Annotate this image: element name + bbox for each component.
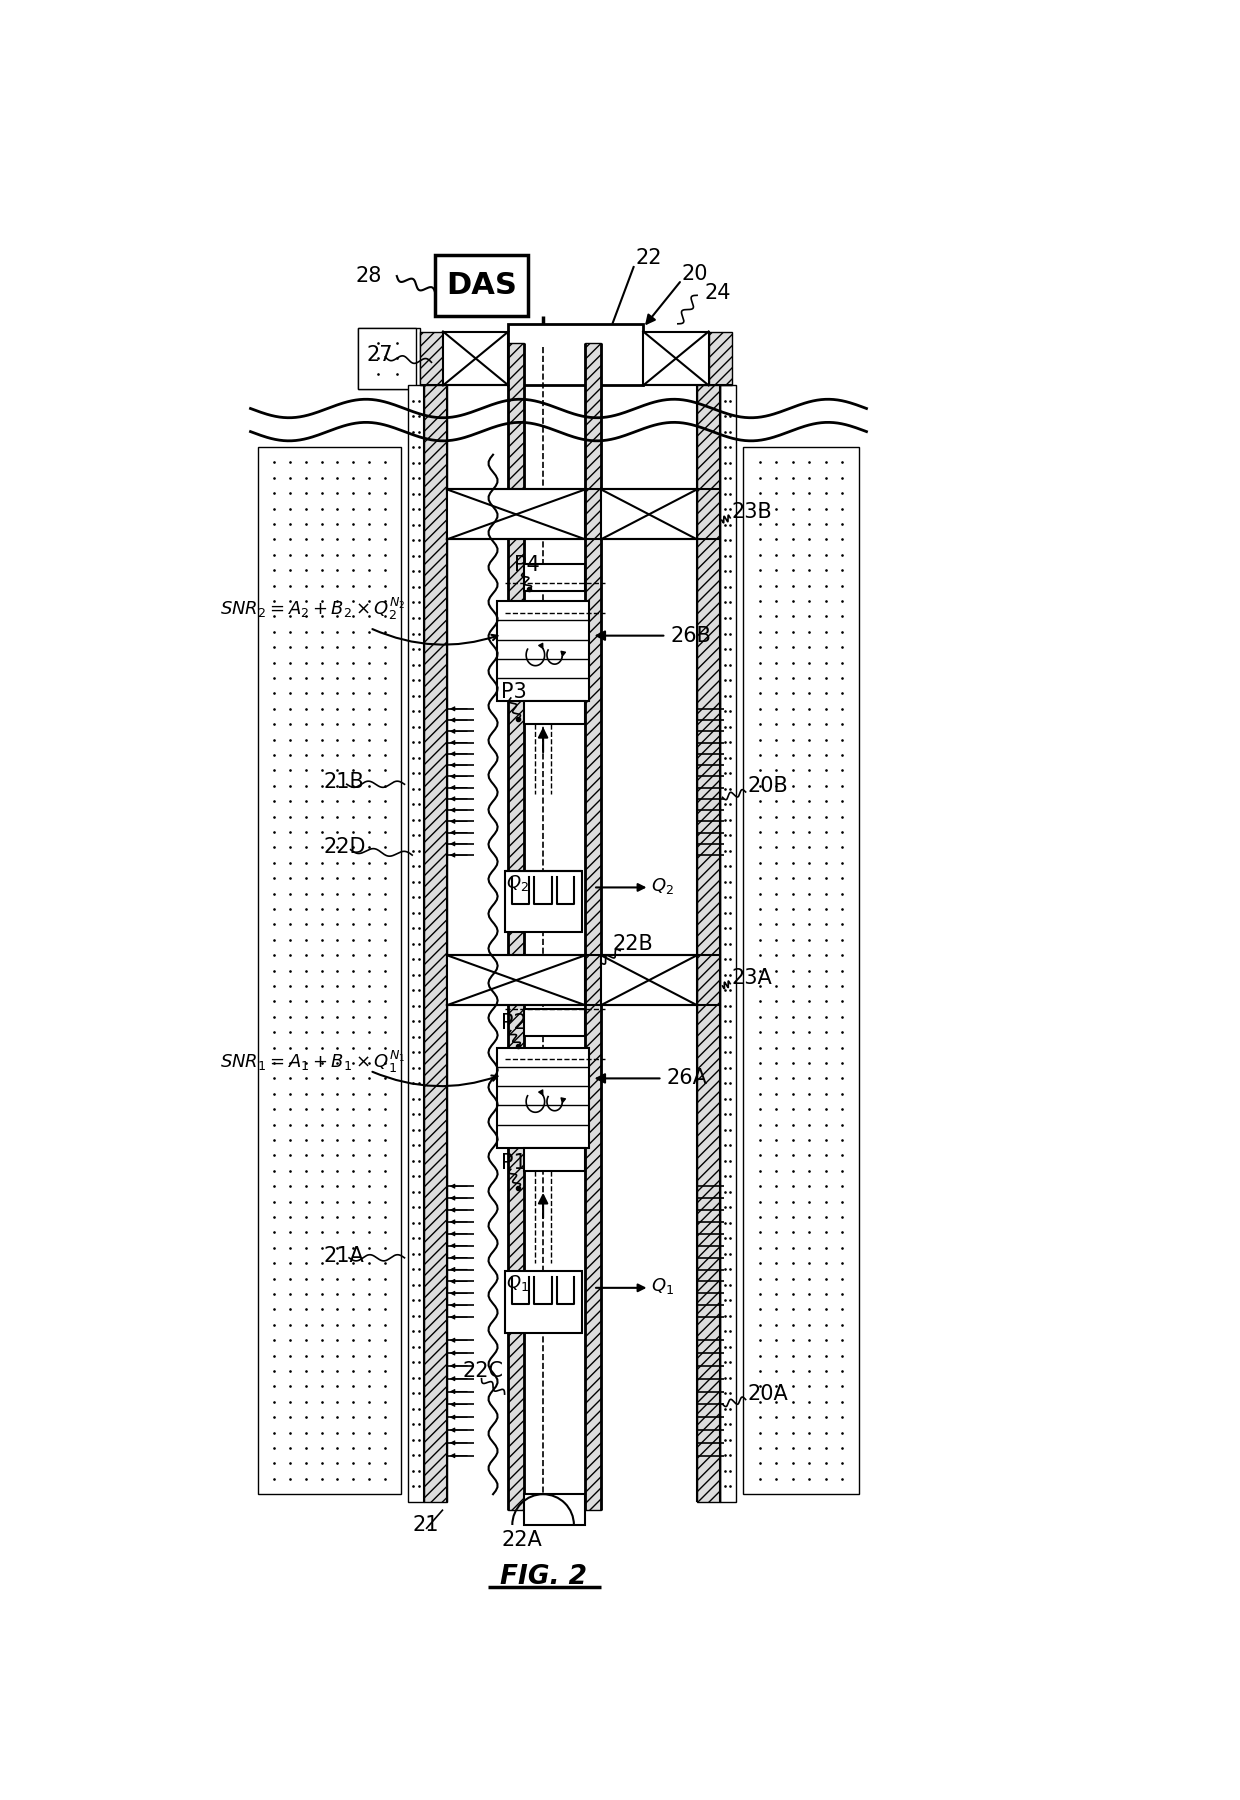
Bar	[523, 1494, 585, 1525]
Text: 20A: 20A	[748, 1384, 787, 1404]
Text: 22B: 22B	[613, 934, 653, 954]
Bar	[523, 700, 585, 724]
Bar	[601, 956, 697, 1004]
Text: $Q_1$: $Q_1$	[506, 1273, 529, 1292]
Bar	[358, 328, 420, 389]
Text: 22A: 22A	[501, 1530, 542, 1550]
Bar	[508, 344, 523, 1510]
Text: $SNR_1=A_1+B_1\times Q_1^{N_1}$: $SNR_1=A_1+B_1\times Q_1^{N_1}$	[219, 1048, 405, 1075]
Bar	[743, 446, 859, 1494]
Bar	[697, 385, 720, 1501]
Bar	[358, 328, 417, 389]
Text: 26A: 26A	[666, 1069, 707, 1089]
Bar	[408, 385, 424, 1501]
Text: 23A: 23A	[732, 968, 773, 988]
Bar	[443, 331, 508, 385]
Bar	[720, 385, 735, 1501]
Text: 22: 22	[635, 248, 662, 268]
Text: 22C: 22C	[463, 1361, 503, 1381]
Bar	[708, 331, 732, 385]
Text: DAS: DAS	[446, 270, 517, 301]
Text: $Q_2$: $Q_2$	[651, 877, 673, 896]
Text: $Q_2$: $Q_2$	[506, 873, 529, 893]
Text: P1: P1	[501, 1154, 527, 1174]
Text: P4: P4	[513, 554, 539, 574]
Text: 21A: 21A	[324, 1246, 365, 1265]
Text: 27: 27	[366, 344, 393, 365]
Bar	[420, 331, 443, 385]
Bar	[523, 1148, 585, 1170]
Bar	[523, 563, 585, 590]
Text: $SNR_2=A_2+B_2\times Q_2^{N_2}$: $SNR_2=A_2+B_2\times Q_2^{N_2}$	[219, 596, 405, 623]
Bar	[585, 344, 601, 1510]
Text: P2: P2	[501, 1013, 527, 1033]
Text: 23B: 23B	[732, 502, 773, 522]
Text: P3: P3	[501, 682, 527, 702]
Bar	[446, 490, 585, 540]
Text: 21B: 21B	[324, 772, 365, 792]
Text: FIG. 2: FIG. 2	[500, 1564, 587, 1591]
Bar	[505, 1271, 582, 1332]
Bar	[601, 490, 697, 540]
Bar	[446, 956, 585, 1004]
Bar	[505, 871, 582, 932]
Text: 24: 24	[704, 283, 732, 302]
Text: 28: 28	[355, 266, 382, 286]
Text: 26B: 26B	[670, 626, 711, 646]
Text: $Q_1$: $Q_1$	[651, 1276, 675, 1296]
Bar	[258, 446, 401, 1494]
Bar	[497, 1048, 589, 1148]
Bar	[508, 324, 644, 385]
Bar	[424, 385, 446, 1501]
Text: 20B: 20B	[748, 776, 787, 796]
Bar	[523, 1010, 585, 1037]
Bar	[497, 601, 589, 700]
Bar	[435, 254, 528, 317]
Bar	[644, 331, 708, 385]
Text: 22D: 22D	[324, 837, 366, 857]
Text: 21: 21	[412, 1516, 439, 1535]
Text: 20: 20	[682, 265, 708, 284]
